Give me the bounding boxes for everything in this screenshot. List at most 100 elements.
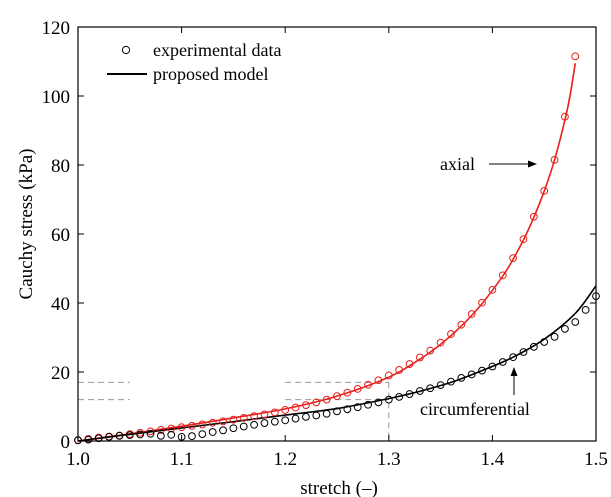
x-tick-label: 1.5 [584,449,608,470]
y-tick-label: 60 [51,225,70,246]
data-point-axial [488,285,497,294]
annotation-axial: axial [440,154,537,174]
data-point-circumferential [291,414,300,423]
data-point-axial [229,415,238,424]
model-curve-circumferential [77,285,597,442]
data-point-axial [291,403,300,412]
data-point-axial [353,385,362,393]
data-point-axial [478,298,486,307]
data-point-circumferential [498,358,507,366]
data-point-circumferential [105,432,113,441]
data-point-axial [198,420,207,429]
data-point-circumferential [239,422,248,431]
data-point-axial [333,392,341,401]
data-point-circumferential [478,366,486,375]
x-axis-title: stretch (–) [300,478,378,497]
data-point-circumferential [250,420,259,429]
data-point-axial [436,338,445,347]
data-point-axial [146,427,155,436]
data-point-circumferential [198,430,207,439]
data-point-axial [540,186,549,195]
data-point-circumferential [312,411,321,420]
reference-lines [78,381,390,441]
annotation-axial-label: axial [440,154,475,174]
data-point-axial [364,380,372,389]
data-point-axial [177,423,186,432]
data-point-circumferential [457,373,466,382]
data-point-circumferential [281,416,290,425]
data-point-circumferential [115,431,124,440]
x-tick-label: 1.2 [273,449,297,470]
data-point-axial [519,235,528,244]
data-point-circumferential [125,431,134,440]
data-point-circumferential [156,431,165,440]
data-point-axial [343,388,352,397]
data-point-circumferential [426,384,435,393]
data-point-circumferential [322,409,331,418]
x-tick-label: 1.4 [481,449,505,470]
data-point-axial [415,353,424,362]
data-point-axial [426,346,435,355]
data-point-axial [208,418,217,427]
data-point-axial [529,212,538,221]
data-point-circumferential [405,390,414,398]
data-point-circumferential [395,392,404,401]
data-point-axial [395,366,404,374]
data-point-circumferential [260,419,269,427]
data-markers [74,52,600,445]
legend-label-model: proposed model [153,64,268,84]
tick-labels: 1.0 1.1 1.2 1.3 1.4 1.5 0 20 40 60 80 100 120 [42,18,608,470]
data-point-circumferential [581,306,590,314]
legend-marker-circle [121,45,131,55]
data-point-axial [188,421,196,430]
data-point-circumferential [94,434,103,443]
data-point-circumferential [550,332,559,341]
data-point-axial [467,310,476,318]
data-point-circumferential [146,429,155,438]
data-point-circumferential [374,398,383,407]
data-point-circumferential [571,318,580,326]
annotation-circumferential-arrow-head [510,367,518,376]
data-point-axial [302,401,310,410]
data-point-axial [250,412,259,421]
y-tick-label: 20 [51,363,70,384]
data-point-circumferential [488,362,497,371]
data-point-axial [219,417,227,426]
data-point-axial [571,52,580,61]
y-tick-label: 80 [51,156,70,177]
annotation-axial-arrow-head [528,160,537,168]
x-tick-label: 1.3 [377,449,401,470]
data-point-axial [550,155,559,164]
data-point-circumferential [436,381,445,390]
data-point-axial [447,330,455,338]
data-point-circumferential [219,426,227,435]
data-point-circumferential [509,353,518,362]
data-point-axial [239,413,248,422]
data-point-circumferential [519,348,528,356]
data-point-axial [156,426,165,434]
data-point-axial [167,424,176,433]
y-tick-label: 40 [51,294,70,315]
annotation-circumferential: circumferential [420,367,530,419]
data-point-circumferential [167,430,176,439]
data-point-axial [260,410,269,419]
data-point-circumferential [188,432,196,441]
legend-label-experimental: experimental data [153,40,281,60]
data-point-axial [457,320,466,329]
data-point-circumferential [353,403,362,412]
data-point-circumferential [270,417,279,426]
data-point-circumferential [529,342,538,351]
data-point-circumferential [561,324,569,333]
data-point-circumferential [415,387,424,395]
data-point-circumferential [447,377,455,386]
annotation-circumferential-label: circumferential [420,399,530,419]
data-point-axial [498,271,507,280]
model-curves [77,63,597,442]
data-point-circumferential [333,407,341,416]
plot-frame [77,26,597,442]
y-axis-title: Cauchy stress (kPa) [16,149,37,300]
data-point-axial [281,406,290,414]
data-point-circumferential [364,400,372,409]
data-point-circumferential [229,424,238,433]
